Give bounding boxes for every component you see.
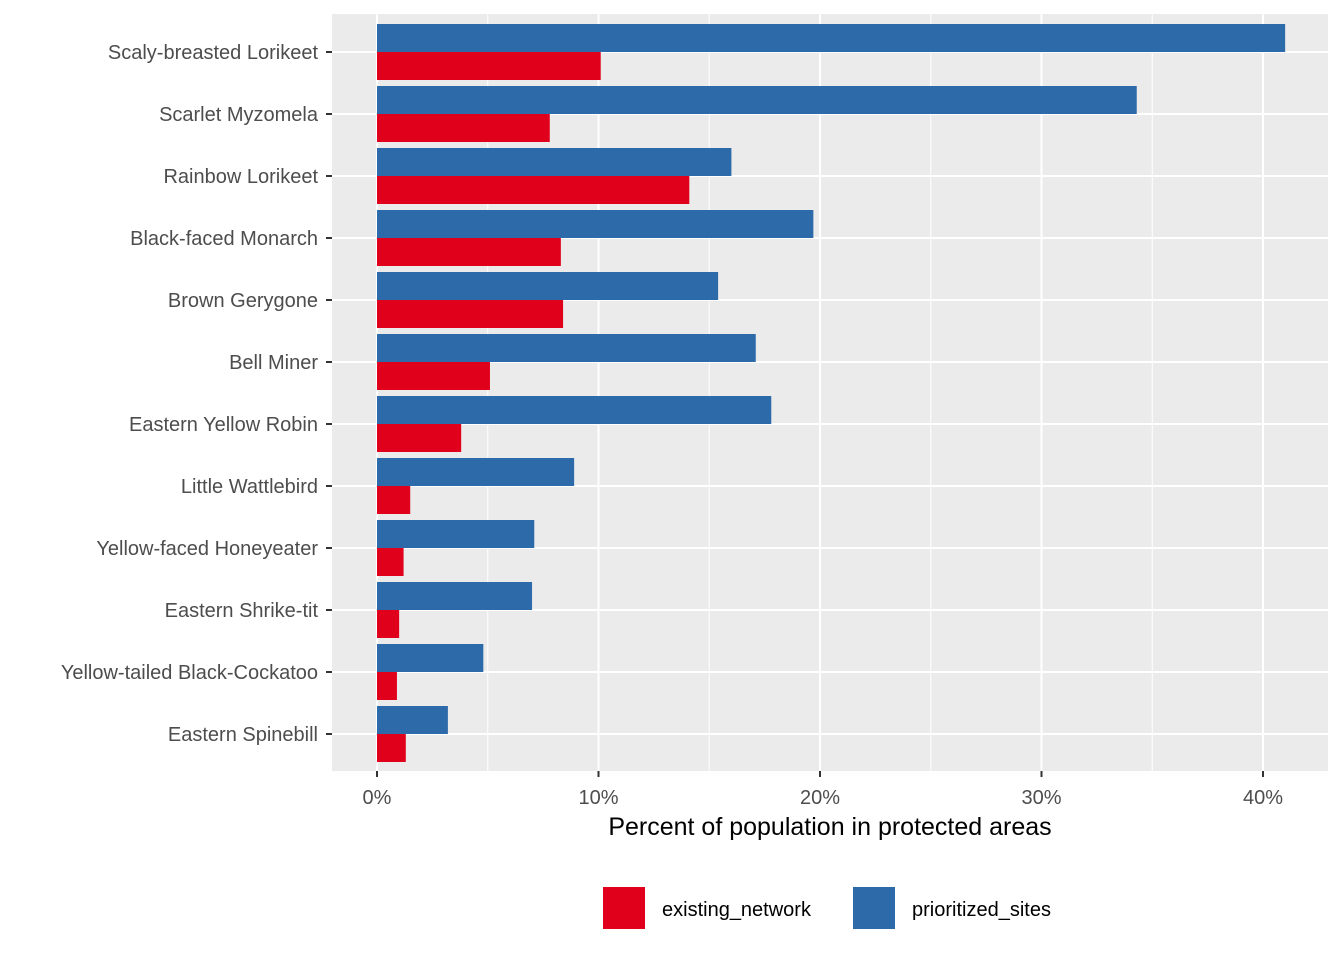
legend-label: prioritized_sites <box>912 899 1051 921</box>
y-tick-label: Eastern Shrike-tit <box>165 600 319 622</box>
bar-prioritized-sites <box>377 458 575 486</box>
bar-existing-network <box>377 114 550 142</box>
bar-existing-network <box>377 176 690 204</box>
bars <box>377 24 1286 762</box>
y-tick-label: Scaly-breasted Lorikeet <box>108 42 319 64</box>
bar-existing-network <box>377 734 406 762</box>
y-tick-label: Rainbow Lorikeet <box>163 166 318 188</box>
bar-existing-network <box>377 486 411 514</box>
y-axis: Scaly-breasted Lorikeet Scarlet Myzomela R… <box>61 42 332 746</box>
bar-prioritized-sites <box>377 148 732 176</box>
bar-existing-network <box>377 610 400 638</box>
y-tick-label: Little Wattlebird <box>181 476 318 498</box>
bar-prioritized-sites <box>377 520 535 548</box>
y-tick-label: Brown Gerygone <box>168 290 318 312</box>
bar-prioritized-sites <box>377 334 756 362</box>
legend: existing_network prioritized_sites <box>603 887 1051 929</box>
x-tick-label: 0% <box>363 787 392 809</box>
y-tick-label: Yellow-tailed Black-Cockatoo <box>61 662 318 684</box>
bar-existing-network <box>377 52 601 80</box>
bar-prioritized-sites <box>377 644 484 672</box>
bar-prioritized-sites <box>377 86 1137 114</box>
x-tick-label: 30% <box>1021 787 1061 809</box>
legend-key <box>853 887 895 929</box>
bar-existing-network <box>377 548 404 576</box>
legend-key <box>603 887 645 929</box>
bar-prioritized-sites <box>377 272 719 300</box>
bar-prioritized-sites <box>377 24 1286 52</box>
y-tick-label: Scarlet Myzomela <box>159 104 319 126</box>
y-tick-label: Yellow-faced Honeyeater <box>96 538 318 560</box>
bar-existing-network <box>377 300 564 328</box>
y-tick-label: Bell Miner <box>229 352 318 374</box>
legend-label: existing_network <box>662 899 812 921</box>
x-tick-label: 20% <box>800 787 840 809</box>
legend-existing-network: existing_network <box>603 887 812 929</box>
bar-existing-network <box>377 672 397 700</box>
x-tick-label: 40% <box>1243 787 1283 809</box>
legend-prioritized-sites: prioritized_sites <box>853 887 1051 929</box>
bar-existing-network <box>377 424 462 452</box>
bar-prioritized-sites <box>377 706 448 734</box>
x-axis: 0% 10% 20% 30% 40% <box>363 771 1283 809</box>
y-tick-label: Eastern Spinebill <box>168 724 318 746</box>
x-axis-title: Percent of population in protected areas <box>608 813 1051 841</box>
y-tick-label: Eastern Yellow Robin <box>129 414 318 436</box>
bar-prioritized-sites <box>377 582 533 610</box>
bar-existing-network <box>377 238 561 266</box>
y-tick-label: Black-faced Monarch <box>130 228 318 250</box>
bar-prioritized-sites <box>377 396 772 424</box>
x-tick-label: 10% <box>578 787 618 809</box>
bar-existing-network <box>377 362 490 390</box>
bar-prioritized-sites <box>377 210 814 238</box>
